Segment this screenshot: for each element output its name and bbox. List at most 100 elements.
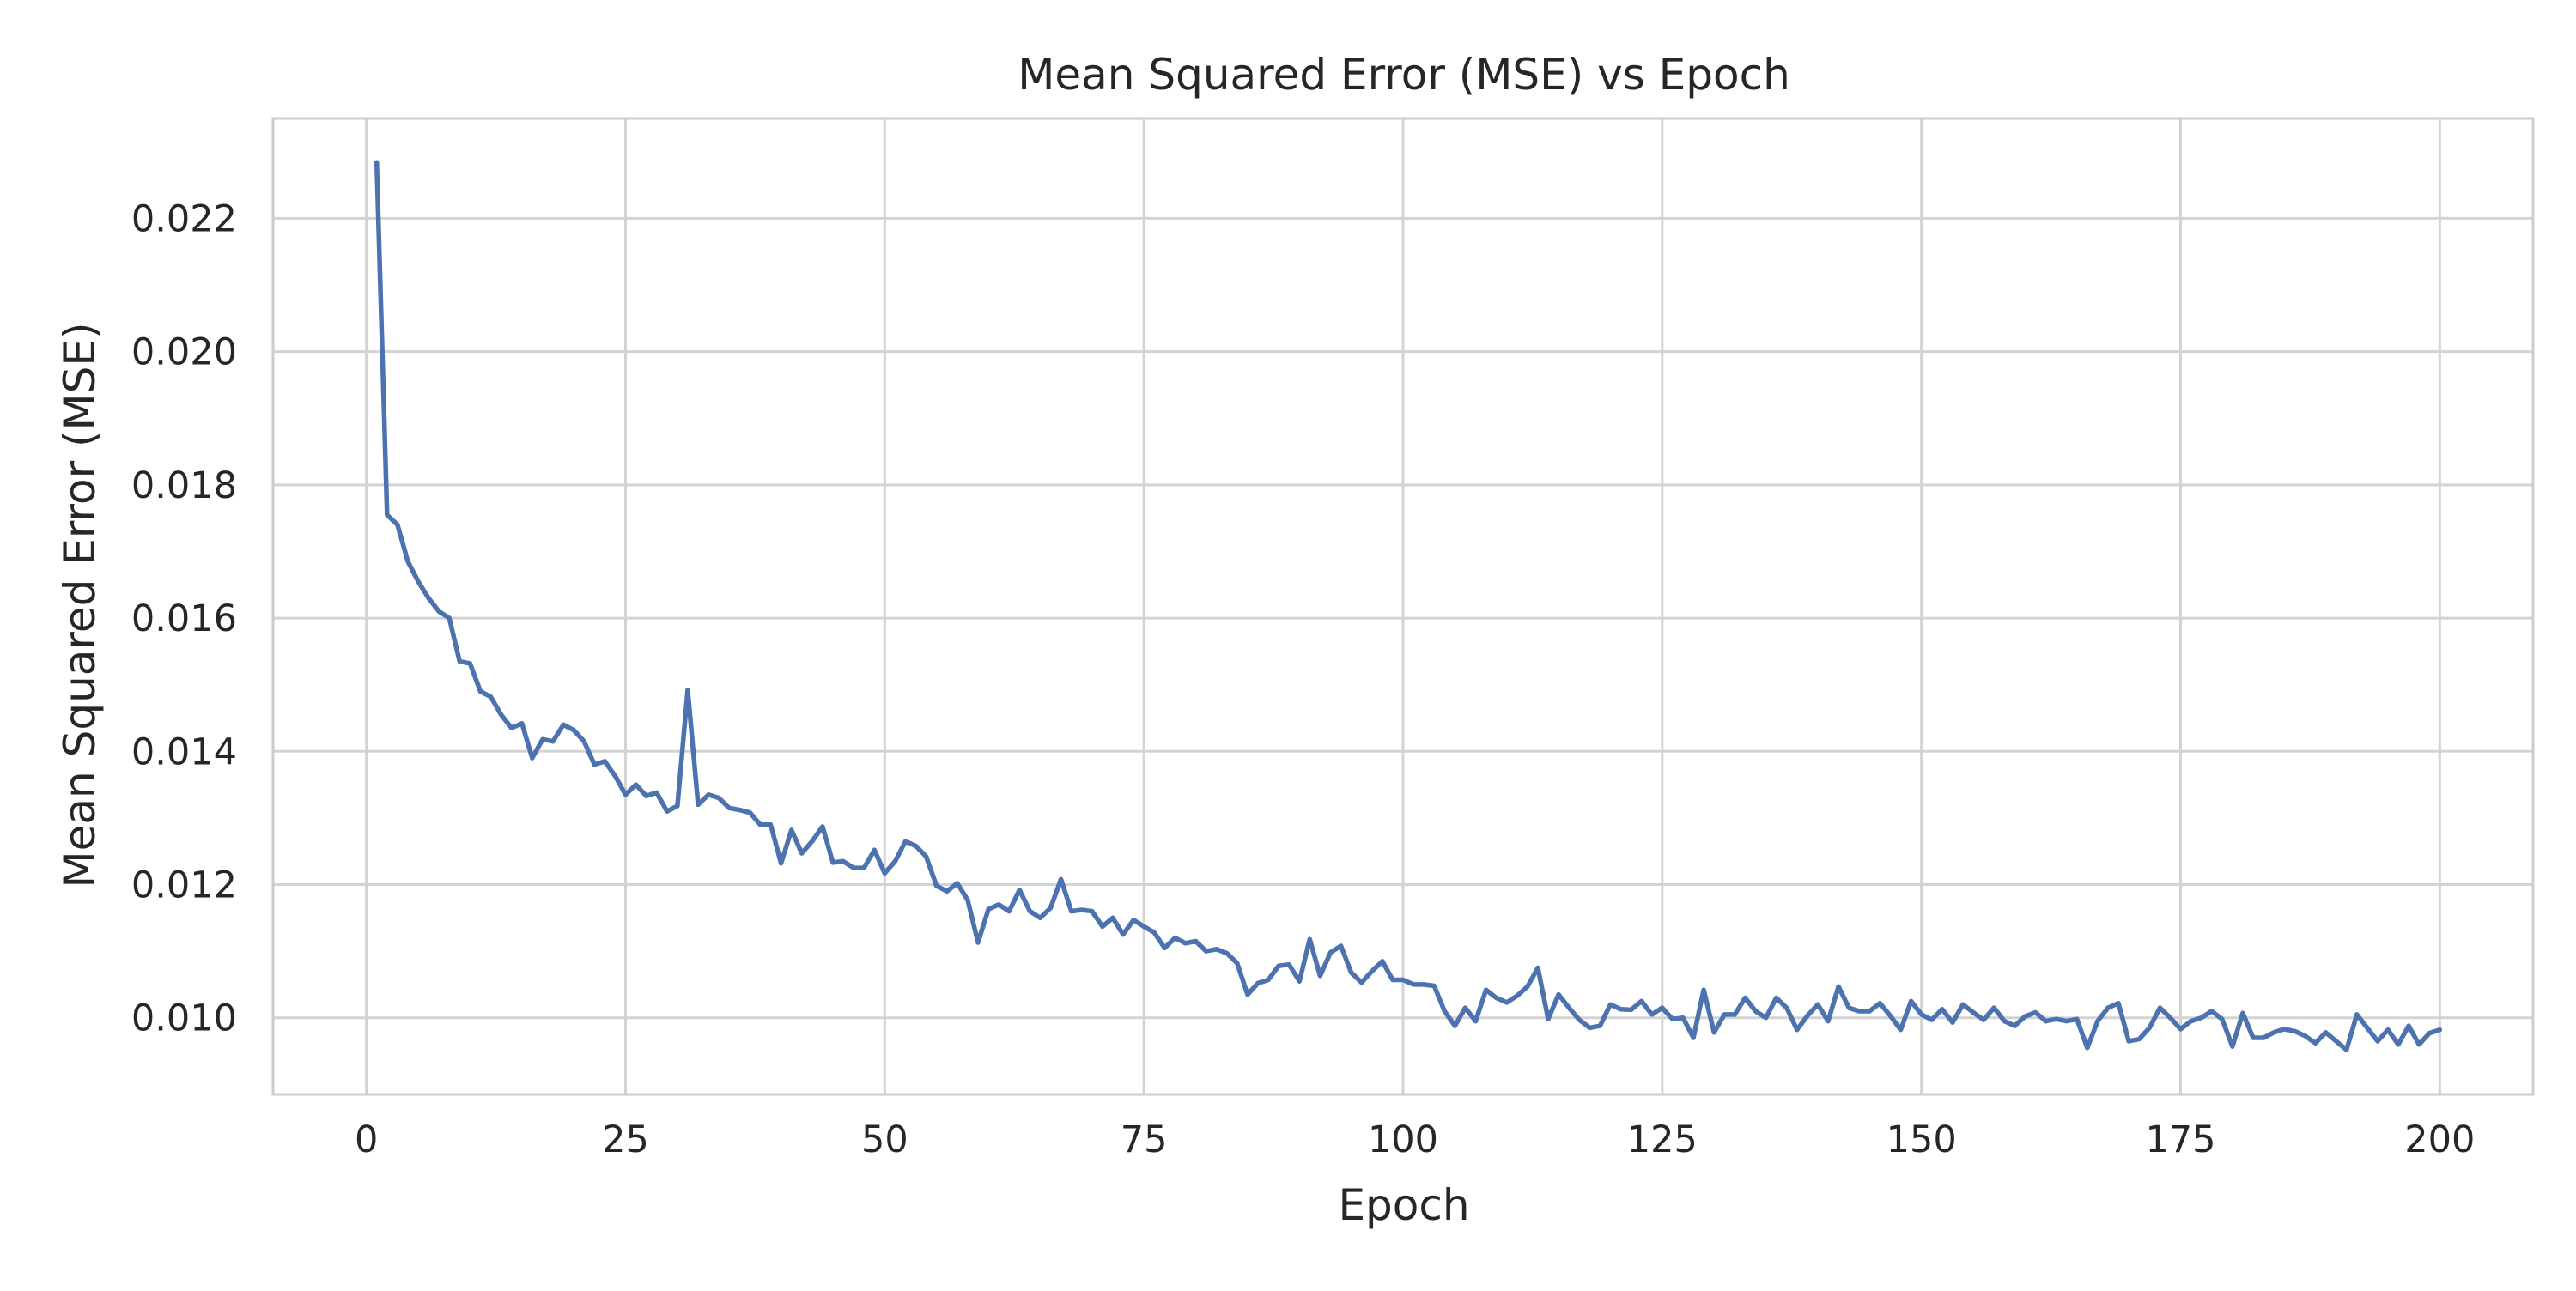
data-point xyxy=(1370,968,1375,973)
data-point xyxy=(1017,888,1022,893)
data-point xyxy=(1629,1007,1634,1012)
data-point xyxy=(1452,1023,1457,1028)
data-point xyxy=(374,160,380,165)
data-point xyxy=(1214,947,1219,952)
data-point xyxy=(1867,1009,1872,1014)
data-point xyxy=(706,792,711,797)
data-point xyxy=(1048,906,1054,911)
data-point xyxy=(924,854,929,859)
data-point xyxy=(2240,1010,2245,1015)
y-tick-label: 0.016 xyxy=(131,597,237,640)
data-point xyxy=(519,721,525,726)
data-point xyxy=(1090,909,1095,914)
data-point xyxy=(2136,1037,2142,1042)
data-point xyxy=(1981,1017,1986,1022)
data-point xyxy=(2416,1042,2421,1047)
data-point xyxy=(1971,1009,1976,1015)
data-point xyxy=(1877,1001,1882,1006)
data-point xyxy=(914,843,919,849)
data-point xyxy=(1649,1012,1655,1017)
y-tick-label: 0.020 xyxy=(131,331,237,374)
data-point xyxy=(2261,1035,2266,1040)
data-point xyxy=(2075,1016,2080,1021)
data-point xyxy=(2323,1030,2329,1035)
data-point xyxy=(2126,1039,2131,1044)
data-point xyxy=(1607,1002,1613,1007)
data-point xyxy=(581,739,586,744)
data-point xyxy=(1462,1005,1467,1010)
data-point xyxy=(2251,1035,2256,1040)
mse-series-line xyxy=(374,160,2443,1052)
data-point xyxy=(757,822,763,827)
data-point xyxy=(634,782,639,787)
data-point xyxy=(1919,1012,1924,1017)
data-point xyxy=(2147,1025,2152,1030)
data-point xyxy=(2022,1014,2027,1019)
data-point xyxy=(986,906,991,912)
data-point xyxy=(2292,1028,2297,1033)
data-point xyxy=(1059,876,1064,882)
data-point xyxy=(1764,1015,1769,1021)
data-point xyxy=(1494,995,1499,1001)
data-point xyxy=(1276,963,1281,968)
data-point xyxy=(499,712,504,718)
x-axis-label: Epoch xyxy=(1338,1180,1469,1230)
data-point xyxy=(2044,1019,2049,1024)
data-point xyxy=(571,727,576,733)
series-layer xyxy=(374,160,2443,1052)
data-point xyxy=(1121,932,1126,937)
data-point xyxy=(395,522,400,528)
x-tick-label: 0 xyxy=(355,1118,378,1161)
data-point xyxy=(1898,1027,1904,1033)
y-axis-label: Mean Squared Error (MSE) xyxy=(55,322,105,888)
data-point xyxy=(696,802,701,808)
data-point xyxy=(2230,1044,2235,1049)
data-point xyxy=(1411,982,1416,987)
data-point xyxy=(426,596,431,601)
data-point xyxy=(1711,1030,1716,1035)
data-point xyxy=(457,658,462,664)
data-point xyxy=(2209,1009,2215,1014)
data-point xyxy=(1618,1007,1624,1012)
data-point xyxy=(1421,982,1426,987)
data-point xyxy=(612,773,618,779)
data-point xyxy=(2375,1039,2380,1044)
data-point xyxy=(1327,950,1334,955)
data-point xyxy=(1349,970,1354,975)
data-point xyxy=(1473,1019,1479,1024)
data-point xyxy=(2406,1023,2411,1028)
data-point xyxy=(540,736,545,742)
data-point xyxy=(2085,1046,2090,1051)
data-point xyxy=(2271,1030,2276,1035)
data-point xyxy=(1151,930,1157,935)
data-point xyxy=(1193,938,1199,944)
data-point xyxy=(1680,1015,1686,1021)
data-point xyxy=(1836,984,1841,989)
data-point xyxy=(416,579,421,585)
data-point xyxy=(2281,1027,2287,1032)
data-point xyxy=(654,790,659,796)
data-point xyxy=(685,688,690,693)
data-point xyxy=(477,688,483,694)
data-point xyxy=(2178,1027,2184,1032)
data-point xyxy=(1525,984,1530,989)
data-point xyxy=(1266,977,1271,983)
data-point xyxy=(1960,1002,1965,1007)
data-point xyxy=(810,839,815,844)
data-point xyxy=(550,739,556,744)
data-point xyxy=(1359,980,1364,985)
y-tick-label: 0.022 xyxy=(131,197,237,240)
data-point xyxy=(820,824,825,829)
data-point xyxy=(1182,941,1188,946)
data-point xyxy=(1431,983,1437,989)
data-point xyxy=(1131,918,1136,923)
data-point xyxy=(1587,1025,1592,1030)
data-point xyxy=(1826,1019,1831,1024)
data-point xyxy=(789,827,794,833)
data-point xyxy=(1245,992,1250,997)
data-point xyxy=(2334,1039,2339,1044)
data-point xyxy=(1546,1016,1551,1021)
data-point xyxy=(2365,1025,2370,1030)
